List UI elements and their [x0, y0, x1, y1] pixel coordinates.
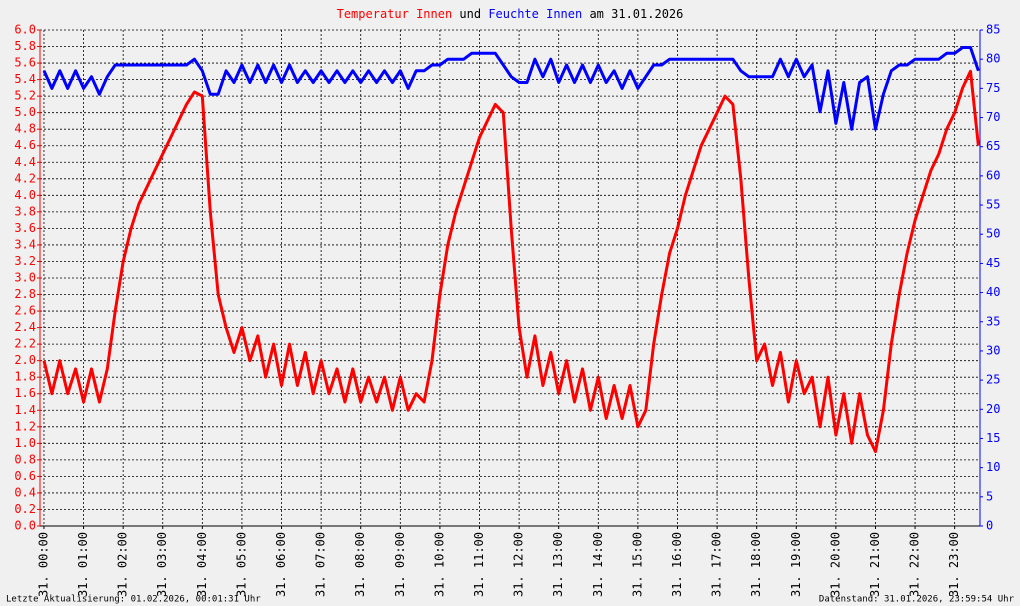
y-tick-label: 4.6	[14, 138, 36, 152]
footer-left: Letzte Aktualisierung: 01.02.2026, 00:01…	[6, 595, 261, 605]
y-tick-label: 2.8	[14, 287, 36, 301]
x-tick-label: 31. 08:00	[353, 532, 367, 597]
y-tick-label: 0.8	[14, 452, 36, 466]
y-tick-label: 3.4	[14, 237, 36, 251]
y2-tick-label: 20	[986, 402, 1000, 416]
x-tick-label: 31. 15:00	[630, 532, 644, 597]
y2-tick-label: 45	[986, 256, 1000, 270]
x-tick-label: 31. 02:00	[116, 532, 130, 597]
x-tick-label: 31. 17:00	[710, 532, 724, 597]
x-tick-label: 31. 21:00	[868, 532, 882, 597]
x-tick-label: 31. 20:00	[828, 532, 842, 597]
series-line	[42, 46, 980, 131]
y-tick-label: 2.4	[14, 320, 36, 334]
y2-tick-label: 15	[986, 431, 1000, 445]
x-tick-label: 31. 18:00	[749, 532, 763, 597]
y2-tick-label: 25	[986, 373, 1000, 387]
x-tick-label: 31. 12:00	[512, 532, 526, 597]
x-tick-label: 31. 10:00	[432, 532, 446, 597]
title-part: Temperatur Innen	[337, 7, 453, 21]
title-part: Feuchte Innen	[488, 7, 582, 21]
x-tick-label: 31. 05:00	[234, 532, 248, 597]
y-tick-label: 1.8	[14, 370, 36, 384]
y-tick-label: 0.4	[14, 485, 36, 499]
y-tick-label: 5.6	[14, 56, 36, 70]
y2-tick-label: 55	[986, 198, 1000, 212]
y2-tick-label: 65	[986, 139, 1000, 153]
x-tick-label: 31. 19:00	[789, 532, 803, 597]
chart-title: Temperatur Innen und Feuchte Innen am 31…	[337, 7, 684, 21]
y-tick-label: 3.2	[14, 254, 36, 268]
x-tick-label: 31. 01:00	[76, 532, 90, 597]
y-tick-label: 4.4	[14, 155, 36, 169]
y-tick-label: 1.2	[14, 419, 36, 433]
x-tick-label: 31. 22:00	[908, 532, 922, 597]
y-tick-label: 2.6	[14, 304, 36, 318]
y-tick-label: 0.0	[14, 519, 36, 533]
y2-tick-label: 70	[986, 110, 1000, 124]
x-tick-label: 31. 13:00	[551, 532, 565, 597]
y2-tick-label: 80	[986, 52, 1000, 66]
x-tick-label: 31. 06:00	[274, 532, 288, 597]
y-tick-label: 6.0	[14, 23, 36, 37]
y-tick-label: 5.4	[14, 72, 36, 86]
x-tick-label: 31. 03:00	[155, 532, 169, 597]
y2-tick-label: 85	[986, 23, 1000, 37]
y-tick-label: 0.2	[14, 502, 36, 516]
y-tick-label: 5.0	[14, 105, 36, 119]
x-tick-label: 31. 16:00	[670, 532, 684, 597]
x-tick-label: 31. 11:00	[472, 532, 486, 597]
y-tick-label: 1.0	[14, 436, 36, 450]
y2-tick-label: 0	[986, 519, 993, 533]
y2-tick-label: 10	[986, 460, 1000, 474]
y-tick-label: 1.4	[14, 403, 36, 417]
y2-tick-label: 30	[986, 343, 1000, 357]
y-tick-label: 2.0	[14, 353, 36, 367]
x-tick-label: 31. 07:00	[314, 532, 328, 597]
y-tick-label: 2.2	[14, 337, 36, 351]
x-tick-label: 31. 14:00	[591, 532, 605, 597]
y-tick-label: 5.8	[14, 39, 36, 53]
y-tick-label: 5.2	[14, 89, 36, 103]
y2-tick-label: 35	[986, 314, 1000, 328]
y2-tick-label: 50	[986, 227, 1000, 241]
x-tick-label: 31. 00:00	[36, 532, 50, 597]
y-tick-label: 4.8	[14, 122, 36, 136]
y-tick-label: 0.6	[14, 469, 36, 483]
title-part: und	[452, 7, 488, 21]
y-tick-label: 3.8	[14, 204, 36, 218]
series-line	[42, 69, 980, 454]
y-tick-label: 4.2	[14, 171, 36, 185]
footer-right: Datenstand: 31.01.2026, 23:59:54 Uhr	[819, 595, 1015, 605]
y2-tick-label: 40	[986, 285, 1000, 299]
y-tick-label: 1.6	[14, 386, 36, 400]
y2-tick-label: 75	[986, 81, 1000, 95]
x-tick-label: 31. 23:00	[947, 532, 961, 597]
title-part: am 31.01.2026	[582, 7, 683, 21]
y-tick-label: 3.0	[14, 271, 36, 285]
y2-tick-label: 60	[986, 168, 1000, 182]
y2-tick-label: 5	[986, 489, 993, 503]
x-tick-label: 31. 09:00	[393, 532, 407, 597]
y-tick-label: 3.6	[14, 221, 36, 235]
x-tick-label: 31. 04:00	[195, 532, 209, 597]
y-tick-label: 4.0	[14, 188, 36, 202]
